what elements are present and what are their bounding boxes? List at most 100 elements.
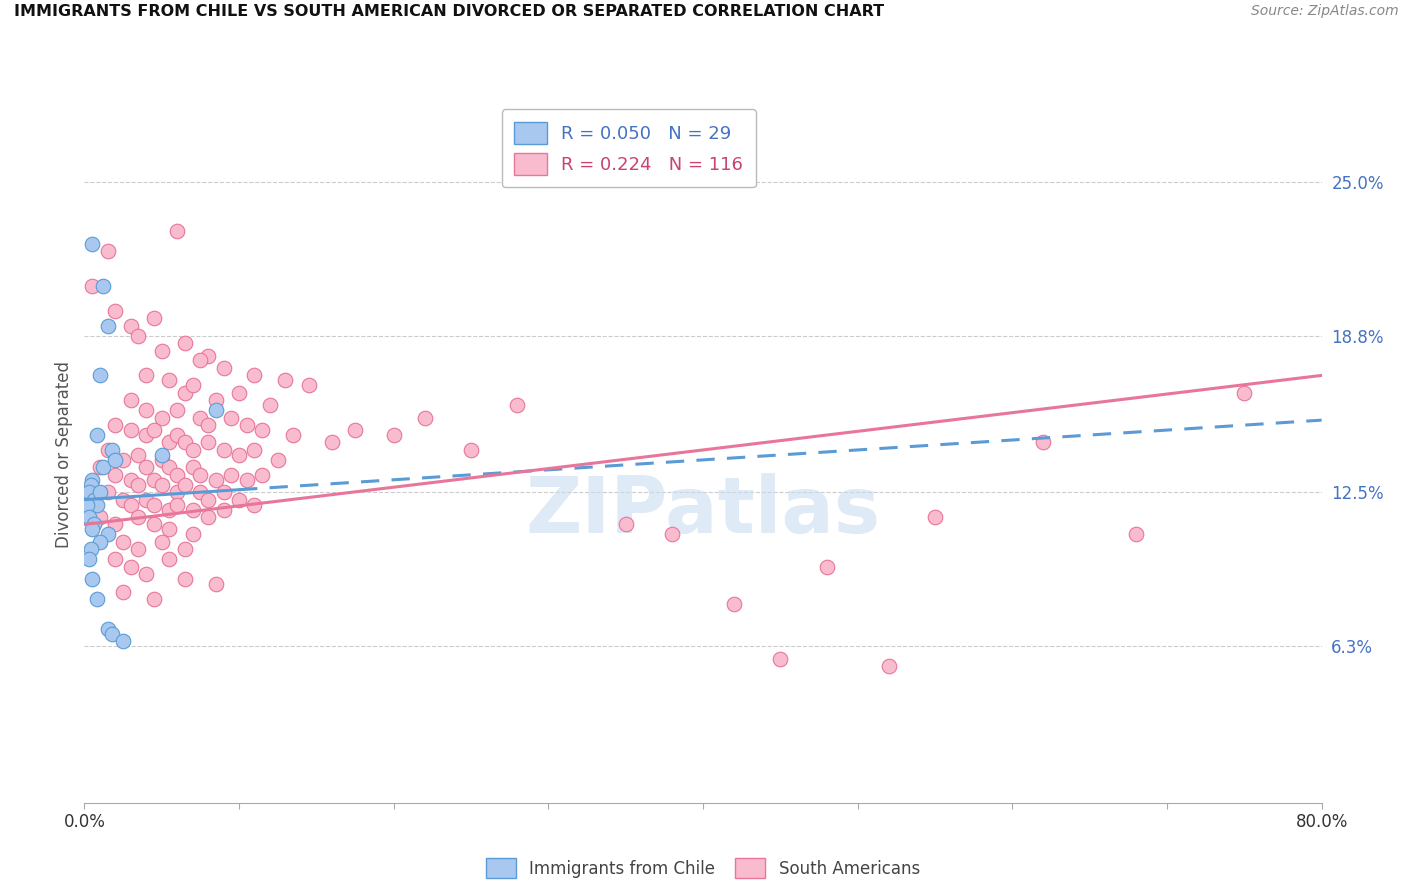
Point: [197, 435, 219, 450]
Point: [212, 442, 235, 457]
Point: [82, 473, 104, 487]
Point: [104, 303, 127, 318]
Point: [166, 467, 188, 482]
Point: [159, 435, 181, 450]
Point: [243, 442, 266, 457]
Point: [86, 498, 108, 512]
Point: [128, 542, 150, 557]
Point: [150, 448, 173, 462]
Point: [1125, 527, 1147, 541]
Point: [243, 498, 266, 512]
Point: [159, 552, 181, 566]
Point: [143, 517, 166, 532]
Point: [135, 368, 157, 383]
Point: [112, 584, 135, 599]
Point: [181, 378, 204, 392]
Text: IMMIGRANTS FROM CHILE VS SOUTH AMERICAN DIVORCED OR SEPARATED CORRELATION CHART: IMMIGRANTS FROM CHILE VS SOUTH AMERICAN …: [14, 4, 884, 20]
Point: [924, 510, 946, 524]
Point: [83, 517, 105, 532]
Point: [236, 418, 259, 433]
Point: [236, 473, 259, 487]
Point: [97, 318, 120, 333]
Point: [174, 336, 197, 351]
Point: [83, 492, 105, 507]
Point: [188, 485, 212, 500]
Point: [228, 448, 250, 462]
Point: [120, 393, 142, 408]
Point: [104, 418, 127, 433]
Point: [221, 467, 243, 482]
Point: [815, 559, 838, 574]
Point: [128, 448, 150, 462]
Point: [135, 492, 157, 507]
Point: [82, 523, 104, 537]
Point: [174, 385, 197, 400]
Point: [128, 328, 150, 343]
Point: [205, 473, 228, 487]
Point: [79, 542, 101, 557]
Point: [104, 552, 127, 566]
Point: [197, 418, 219, 433]
Point: [89, 460, 111, 475]
Point: [135, 460, 157, 475]
Point: [159, 373, 181, 387]
Point: [661, 527, 683, 541]
Point: [76, 498, 98, 512]
Point: [197, 492, 219, 507]
Point: [97, 442, 120, 457]
Point: [120, 318, 142, 333]
Point: [197, 349, 219, 363]
Point: [91, 460, 114, 475]
Point: [212, 361, 235, 376]
Point: [166, 403, 188, 417]
Text: ZIPatlas: ZIPatlas: [526, 473, 880, 549]
Point: [89, 535, 111, 549]
Point: [82, 279, 104, 293]
Point: [112, 492, 135, 507]
Point: [120, 498, 142, 512]
Point: [89, 485, 111, 500]
Point: [174, 435, 197, 450]
Point: [97, 527, 120, 541]
Point: [143, 311, 166, 326]
Point: [413, 410, 436, 425]
Point: [143, 592, 166, 607]
Point: [877, 659, 900, 673]
Point: [143, 423, 166, 437]
Point: [205, 403, 228, 417]
Point: [166, 485, 188, 500]
Point: [181, 502, 204, 516]
Point: [89, 368, 111, 383]
Point: [112, 535, 135, 549]
Point: [723, 597, 745, 611]
Point: [112, 634, 135, 648]
Point: [89, 510, 111, 524]
Point: [166, 498, 188, 512]
Point: [97, 622, 120, 636]
Text: Source: ZipAtlas.com: Source: ZipAtlas.com: [1251, 4, 1399, 19]
Point: [259, 398, 281, 412]
Point: [1032, 435, 1054, 450]
Point: [120, 559, 142, 574]
Point: [460, 442, 482, 457]
Point: [159, 523, 181, 537]
Point: [97, 244, 120, 259]
Point: [181, 442, 204, 457]
Legend: Immigrants from Chile, South Americans: Immigrants from Chile, South Americans: [479, 851, 927, 885]
Point: [212, 502, 235, 516]
Point: [97, 485, 120, 500]
Point: [181, 460, 204, 475]
Point: [143, 498, 166, 512]
Point: [614, 517, 637, 532]
Point: [221, 410, 243, 425]
Point: [135, 567, 157, 582]
Point: [283, 428, 305, 442]
Point: [228, 492, 250, 507]
Point: [150, 453, 173, 467]
Point: [228, 385, 250, 400]
Point: [77, 552, 100, 566]
Point: [205, 393, 228, 408]
Point: [77, 510, 100, 524]
Point: [150, 410, 173, 425]
Point: [104, 453, 127, 467]
